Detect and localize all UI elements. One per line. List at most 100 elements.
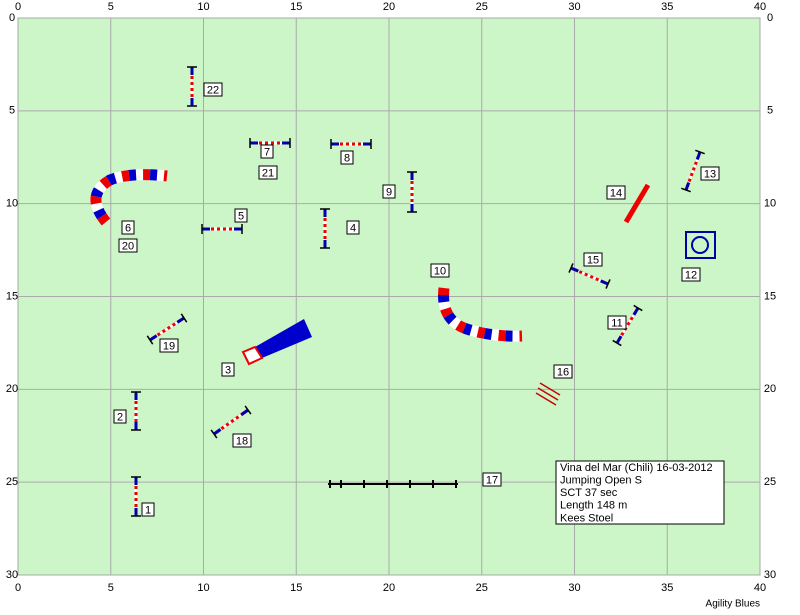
- x-tick-label: 35: [661, 582, 673, 594]
- x-tick-label: 15: [290, 582, 302, 594]
- label-box: [221, 362, 235, 377]
- jump-wing: [180, 313, 188, 323]
- tunnel-6: [90, 169, 168, 226]
- y-tick-label: 5: [767, 105, 773, 117]
- obstacle-label: 6: [125, 222, 131, 234]
- x-tick-label: 35: [661, 1, 673, 13]
- label-box: [340, 150, 354, 165]
- x-tick-label: 0: [15, 1, 21, 13]
- jump-wing: [633, 304, 643, 312]
- obstacle-label: 9: [386, 186, 392, 198]
- obstacle-label: 21: [262, 167, 274, 179]
- x-tick-label: 20: [383, 1, 395, 13]
- tunnel-10: [438, 287, 523, 342]
- jump-wing: [632, 307, 640, 316]
- footer: Agility Blues: [706, 599, 760, 610]
- label-box: [113, 409, 127, 424]
- jump-wing: [615, 335, 623, 344]
- label-box: [118, 238, 138, 253]
- label-box: [260, 144, 274, 159]
- label-box: [203, 82, 223, 97]
- obstacle-label: 3: [225, 364, 231, 376]
- x-tick-label: 25: [476, 582, 488, 594]
- label-box: [607, 315, 627, 330]
- x-tick-label: 15: [290, 1, 302, 13]
- obstacle-label: 2: [117, 411, 123, 423]
- y-tick-label: 20: [764, 383, 776, 395]
- y-tick-label: 30: [764, 569, 776, 581]
- obstacle-label: 12: [685, 269, 697, 281]
- label-box: [606, 185, 626, 200]
- y-tick-label: 20: [6, 383, 18, 395]
- x-tick-label: 10: [197, 582, 209, 594]
- obstacle-label: 17: [486, 474, 498, 486]
- y-tick-label: 30: [6, 569, 18, 581]
- x-tick-label: 25: [476, 1, 488, 13]
- jump-wing: [210, 429, 218, 439]
- jump-wing: [146, 335, 154, 345]
- label-box: [553, 364, 573, 379]
- label-box: [234, 208, 248, 223]
- info-line: SCT 37 sec: [560, 487, 618, 499]
- jump-wing: [244, 405, 252, 415]
- y-tick-label: 10: [6, 198, 18, 210]
- label-box: [430, 263, 450, 278]
- label-box: [232, 433, 252, 448]
- info-line: Kees Stoel: [560, 512, 613, 524]
- obstacle-label: 15: [587, 254, 599, 266]
- label-box: [346, 220, 360, 235]
- y-tick-label: 10: [764, 198, 776, 210]
- obstacle-label: 16: [557, 366, 569, 378]
- obstacle-16: [535, 382, 561, 406]
- y-tick-label: 25: [764, 476, 776, 488]
- label-box: [258, 165, 278, 180]
- jump-wing: [149, 334, 158, 342]
- long-jump-17: [328, 480, 458, 488]
- obstacle-label: 14: [610, 187, 622, 199]
- obstacle-label: 4: [350, 222, 356, 234]
- y-tick-label: 5: [9, 105, 15, 117]
- label-box: [681, 267, 701, 282]
- jump-wing: [568, 263, 574, 273]
- obstacle-label: 7: [264, 146, 270, 158]
- obstacle-label: 10: [434, 265, 446, 277]
- x-tick-label: 5: [108, 582, 114, 594]
- y-tick-label: 15: [6, 290, 18, 302]
- jump-wing: [681, 187, 691, 193]
- info-line: Jumping Open S: [560, 475, 642, 487]
- info-box: [555, 460, 725, 525]
- jump-wing: [176, 316, 185, 324]
- obstacle-label: 8: [344, 152, 350, 164]
- label-box: [382, 184, 396, 199]
- jump-wing: [695, 149, 705, 155]
- obstacle-label: 19: [163, 340, 175, 352]
- label-box: [159, 338, 179, 353]
- obstacle-label: 11: [611, 317, 622, 329]
- table-12: [685, 231, 716, 259]
- obstacle-label: 5: [238, 210, 244, 222]
- label-box: [121, 220, 135, 235]
- jump-wing: [612, 339, 622, 347]
- y-tick-label: 0: [9, 12, 15, 24]
- x-tick-label: 30: [568, 582, 580, 594]
- jump-wing: [240, 408, 249, 416]
- jump-wing: [605, 279, 611, 289]
- label-box: [700, 166, 720, 181]
- label-box: [482, 472, 502, 487]
- jump-wing: [695, 151, 702, 161]
- x-tick-label: 40: [754, 1, 766, 13]
- x-tick-label: 10: [197, 1, 209, 13]
- obstacle-label: 22: [207, 84, 219, 96]
- jump-wing: [600, 279, 609, 286]
- x-tick-label: 30: [568, 1, 580, 13]
- y-tick-label: 0: [767, 12, 773, 24]
- obstacle-label: 1: [145, 504, 151, 516]
- x-tick-label: 0: [15, 582, 21, 594]
- x-tick-label: 20: [383, 582, 395, 594]
- obstacle-label: 13: [704, 168, 716, 180]
- label-box: [141, 502, 155, 517]
- obstacle-label: 20: [122, 240, 134, 252]
- obstacle-14: [623, 183, 651, 224]
- x-tick-label: 40: [754, 582, 766, 594]
